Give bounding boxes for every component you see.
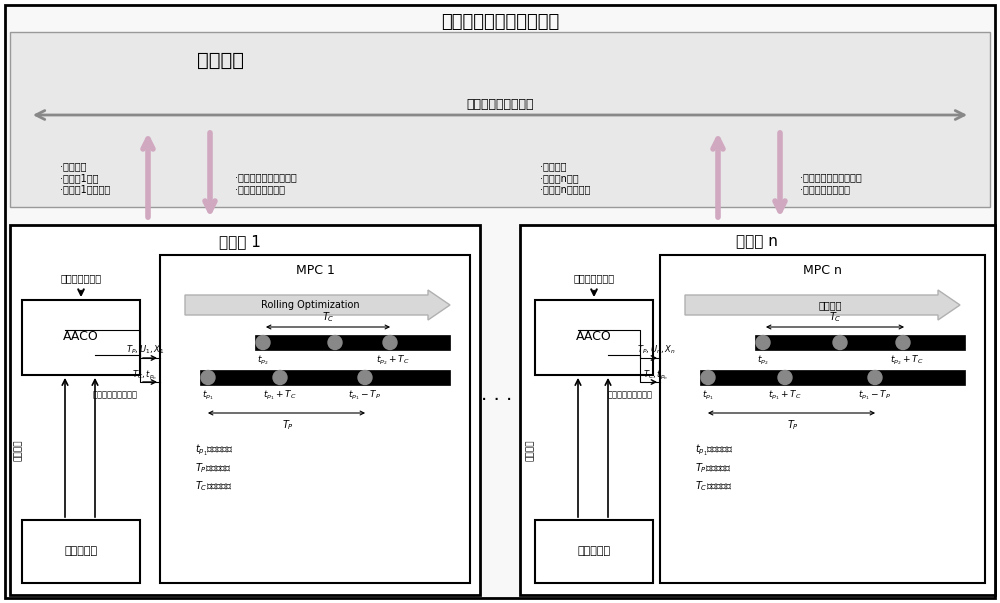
Text: $t_{p_1}-T_P$: $t_{p_1}-T_P$ — [858, 388, 892, 402]
Text: MPC 1: MPC 1 — [296, 264, 334, 277]
Text: · · ·: · · · — [481, 391, 513, 409]
Text: AACO: AACO — [576, 330, 612, 344]
Circle shape — [273, 370, 287, 385]
FancyArrow shape — [185, 290, 450, 320]
Text: $T_C$：控制步长: $T_C$：控制步长 — [195, 479, 233, 493]
Text: $t_{p_2}+T_C$: $t_{p_2}+T_C$ — [376, 353, 410, 367]
Text: $T_C,t_{p_h}$: $T_C,t_{p_h}$ — [643, 368, 669, 382]
Text: ·探测数据
·无人机n状态
·无人机n控制信息: ·探测数据 ·无人机n状态 ·无人机n控制信息 — [540, 162, 590, 195]
Text: 滚动优化: 滚动优化 — [818, 300, 842, 310]
Text: $T_C$: $T_C$ — [829, 310, 841, 324]
Text: $t_{p_2}$: $t_{p_2}$ — [257, 353, 269, 367]
Text: 环境数据: 环境数据 — [14, 439, 22, 461]
Bar — [535, 300, 653, 375]
Text: $t_{p_1}-T_P$: $t_{p_1}-T_P$ — [348, 388, 382, 402]
Text: $T_P,U_n,X_n$: $T_P,U_n,X_n$ — [637, 344, 675, 356]
Bar — [160, 255, 470, 583]
Text: MPC n: MPC n — [803, 264, 841, 277]
Text: $T_P$：预测步长: $T_P$：预测步长 — [695, 461, 732, 475]
Text: $t_{p_2}$: $t_{p_2}$ — [757, 353, 769, 367]
Circle shape — [358, 370, 372, 385]
Text: $T_C,t_{p_h}$: $T_C,t_{p_h}$ — [132, 368, 158, 382]
Circle shape — [833, 335, 847, 350]
Bar — [200, 370, 450, 385]
Bar — [10, 32, 990, 207]
Bar — [22, 520, 140, 583]
Bar — [700, 370, 965, 385]
Circle shape — [868, 370, 882, 385]
Text: 无人机实时状态数据: 无人机实时状态数据 — [608, 391, 652, 400]
Text: AACO: AACO — [63, 330, 99, 344]
Text: 无人机编队通信网络: 无人机编队通信网络 — [466, 98, 534, 112]
Text: $t_{p_1}$: $t_{p_1}$ — [702, 388, 714, 402]
Text: $T_P$: $T_P$ — [282, 418, 294, 432]
Circle shape — [201, 370, 215, 385]
Text: 通讯窗口: 通讯窗口 — [196, 51, 244, 69]
Bar — [22, 300, 140, 375]
FancyArrow shape — [685, 290, 960, 320]
Circle shape — [778, 370, 792, 385]
Text: 无人机实时状态数据: 无人机实时状态数据 — [92, 391, 138, 400]
Text: 机载传感器: 机载传感器 — [64, 546, 98, 556]
Circle shape — [256, 335, 270, 350]
Bar — [520, 225, 995, 595]
Text: $t_{p_1}+T_C$: $t_{p_1}+T_C$ — [263, 388, 297, 402]
Bar — [255, 335, 450, 350]
Text: $t_{p_2}+T_C$: $t_{p_2}+T_C$ — [890, 353, 924, 367]
Text: $T_P,U_1,X_1$: $T_P,U_1,X_1$ — [126, 344, 164, 356]
Bar — [755, 335, 965, 350]
Text: $t_{p_1}$: $t_{p_1}$ — [202, 388, 214, 402]
Text: 其它无人机数据: 其它无人机数据 — [60, 273, 102, 283]
Text: $T_P$: $T_P$ — [787, 418, 799, 432]
Bar — [660, 255, 985, 583]
Circle shape — [701, 370, 715, 385]
Text: $t_{p_1}+T_C$: $t_{p_1}+T_C$ — [768, 388, 802, 402]
Text: 分布式模型预测控制框架: 分布式模型预测控制框架 — [441, 13, 559, 31]
Text: 机载传感器: 机载传感器 — [577, 546, 611, 556]
Text: $t_{p_1}$：决策时刻: $t_{p_1}$：决策时刻 — [695, 443, 733, 458]
Circle shape — [756, 335, 770, 350]
Text: $t_{p_1}$：决策时刻: $t_{p_1}$：决策时刻 — [195, 443, 233, 458]
Text: $T_P$：预测步长: $T_P$：预测步长 — [195, 461, 232, 475]
Bar — [10, 225, 480, 595]
Text: Rolling Optimization: Rolling Optimization — [261, 300, 359, 310]
Circle shape — [383, 335, 397, 350]
Text: ·探测数据
·无人机1状态
·无人机1控制信息: ·探测数据 ·无人机1状态 ·无人机1控制信息 — [60, 162, 110, 195]
Text: ·其它无人机的探测数据
·任务区域划分结果: ·其它无人机的探测数据 ·任务区域划分结果 — [235, 172, 297, 194]
Bar — [535, 520, 653, 583]
Circle shape — [328, 335, 342, 350]
Text: ·其它无人机的探测数据
·任务区域划分结果: ·其它无人机的探测数据 ·任务区域划分结果 — [800, 172, 862, 194]
Text: 无人机 n: 无人机 n — [736, 235, 778, 250]
Text: $T_C$：控制步长: $T_C$：控制步长 — [695, 479, 733, 493]
Text: 无人机 1: 无人机 1 — [219, 235, 261, 250]
Text: 环境数据: 环境数据 — [526, 439, 534, 461]
Text: $T_C$: $T_C$ — [322, 310, 334, 324]
Circle shape — [896, 335, 910, 350]
Text: 其它无人机数据: 其它无人机数据 — [573, 273, 615, 283]
